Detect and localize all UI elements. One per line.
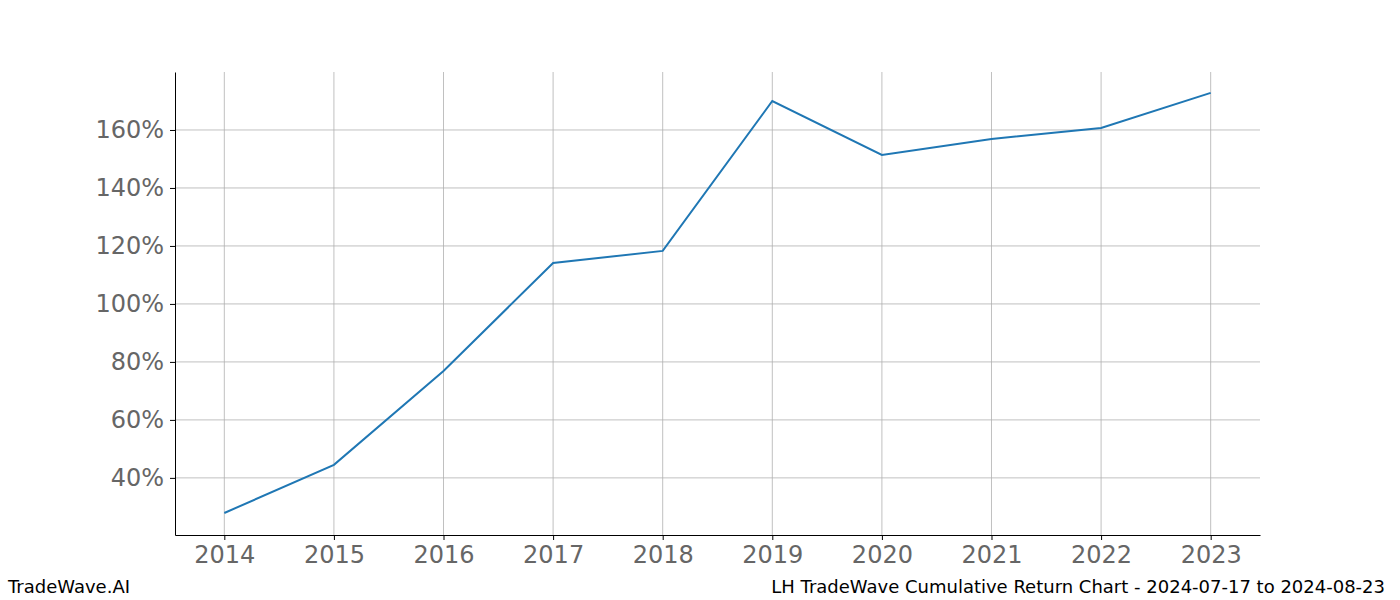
chart: 2014 2015 2016 2017 2018 2019 2020 2021 2022 2023… — [0, 0, 1400, 600]
tick: 2023 — [1181, 535, 1242, 569]
grid-line — [772, 72, 773, 535]
tick-mark — [170, 362, 175, 363]
tick-mark — [170, 304, 175, 305]
grid-line — [553, 72, 554, 535]
tick-mark — [991, 535, 992, 540]
tick-mark — [170, 420, 175, 421]
grid-line — [175, 361, 1260, 362]
tick-label: 2016 — [413, 541, 474, 569]
tick-label: 40% — [111, 464, 164, 492]
tick-mark — [170, 188, 175, 189]
tick-label: 2021 — [961, 541, 1022, 569]
tick: 2021 — [961, 535, 1022, 569]
tick-mark — [224, 535, 225, 540]
grid-line — [175, 477, 1260, 478]
grid-line — [175, 419, 1260, 420]
tick-mark — [663, 535, 664, 540]
tick: 100% — [95, 290, 175, 318]
tick-mark — [772, 535, 773, 540]
title: LH TradeWave Cumulative Return Chart - 2… — [771, 576, 1385, 597]
grid-line — [224, 72, 225, 535]
grid-line — [175, 187, 1260, 188]
tick-label: 100% — [95, 290, 164, 318]
source: TradeWave.AI — [7, 576, 130, 597]
tick-label: 120% — [95, 232, 164, 260]
series — [224, 93, 1210, 513]
grid-line — [175, 303, 1260, 304]
tick: 2017 — [523, 535, 584, 569]
tick: 40% — [111, 464, 175, 492]
tick-mark — [1101, 535, 1102, 540]
tick-label: 2014 — [194, 541, 255, 569]
axis-line — [176, 535, 1261, 536]
tick: 2022 — [1071, 535, 1132, 569]
tick: 2019 — [742, 535, 803, 569]
tick-mark — [553, 535, 554, 540]
plot: 2014 2015 2016 2017 2018 2019 2020 2021 2022 2023… — [95, 72, 1260, 569]
tick-label: 2018 — [633, 541, 694, 569]
y-axis: 40% 60% 80% 100% 120% 140% 160% — [95, 73, 175, 536]
tick: 140% — [95, 174, 175, 202]
tick: 80% — [111, 348, 175, 376]
grid-line — [175, 129, 1260, 130]
tick-label: 2023 — [1181, 541, 1242, 569]
grid-line — [881, 72, 882, 535]
tick-label: 2020 — [852, 541, 913, 569]
tick-mark — [170, 130, 175, 131]
tick-label: 140% — [95, 174, 164, 202]
tick: 2020 — [852, 535, 913, 569]
tick: 2016 — [413, 535, 474, 569]
grid-line — [1210, 72, 1211, 535]
tick: 160% — [95, 116, 175, 144]
tick: 120% — [95, 232, 175, 260]
grid-line — [1101, 72, 1102, 535]
tick: 2018 — [633, 535, 694, 569]
tick-mark — [444, 535, 445, 540]
line — [224, 93, 1210, 513]
tick: 2015 — [304, 535, 365, 569]
axis-line — [175, 73, 176, 536]
tick: 2014 — [194, 535, 255, 569]
tick-mark — [170, 478, 175, 479]
tick-mark — [170, 246, 175, 247]
grid-line — [443, 72, 444, 535]
tick-label: 80% — [111, 348, 164, 376]
tick: 60% — [111, 406, 175, 434]
grid — [175, 72, 1260, 535]
tick-label: 60% — [111, 406, 164, 434]
x-axis: 2014 2015 2016 2017 2018 2019 2020 2021 2022 2023 — [176, 535, 1261, 569]
tick-label: 2017 — [523, 541, 584, 569]
tick-mark — [1211, 535, 1212, 540]
tick-mark — [882, 535, 883, 540]
grid-line — [991, 72, 992, 535]
tick-label: 2015 — [304, 541, 365, 569]
tick-mark — [334, 535, 335, 540]
tick-label: 160% — [95, 116, 164, 144]
tick-label: 2019 — [742, 541, 803, 569]
grid-line — [662, 72, 663, 535]
tick-label: 2022 — [1071, 541, 1132, 569]
grid-line — [175, 245, 1260, 246]
